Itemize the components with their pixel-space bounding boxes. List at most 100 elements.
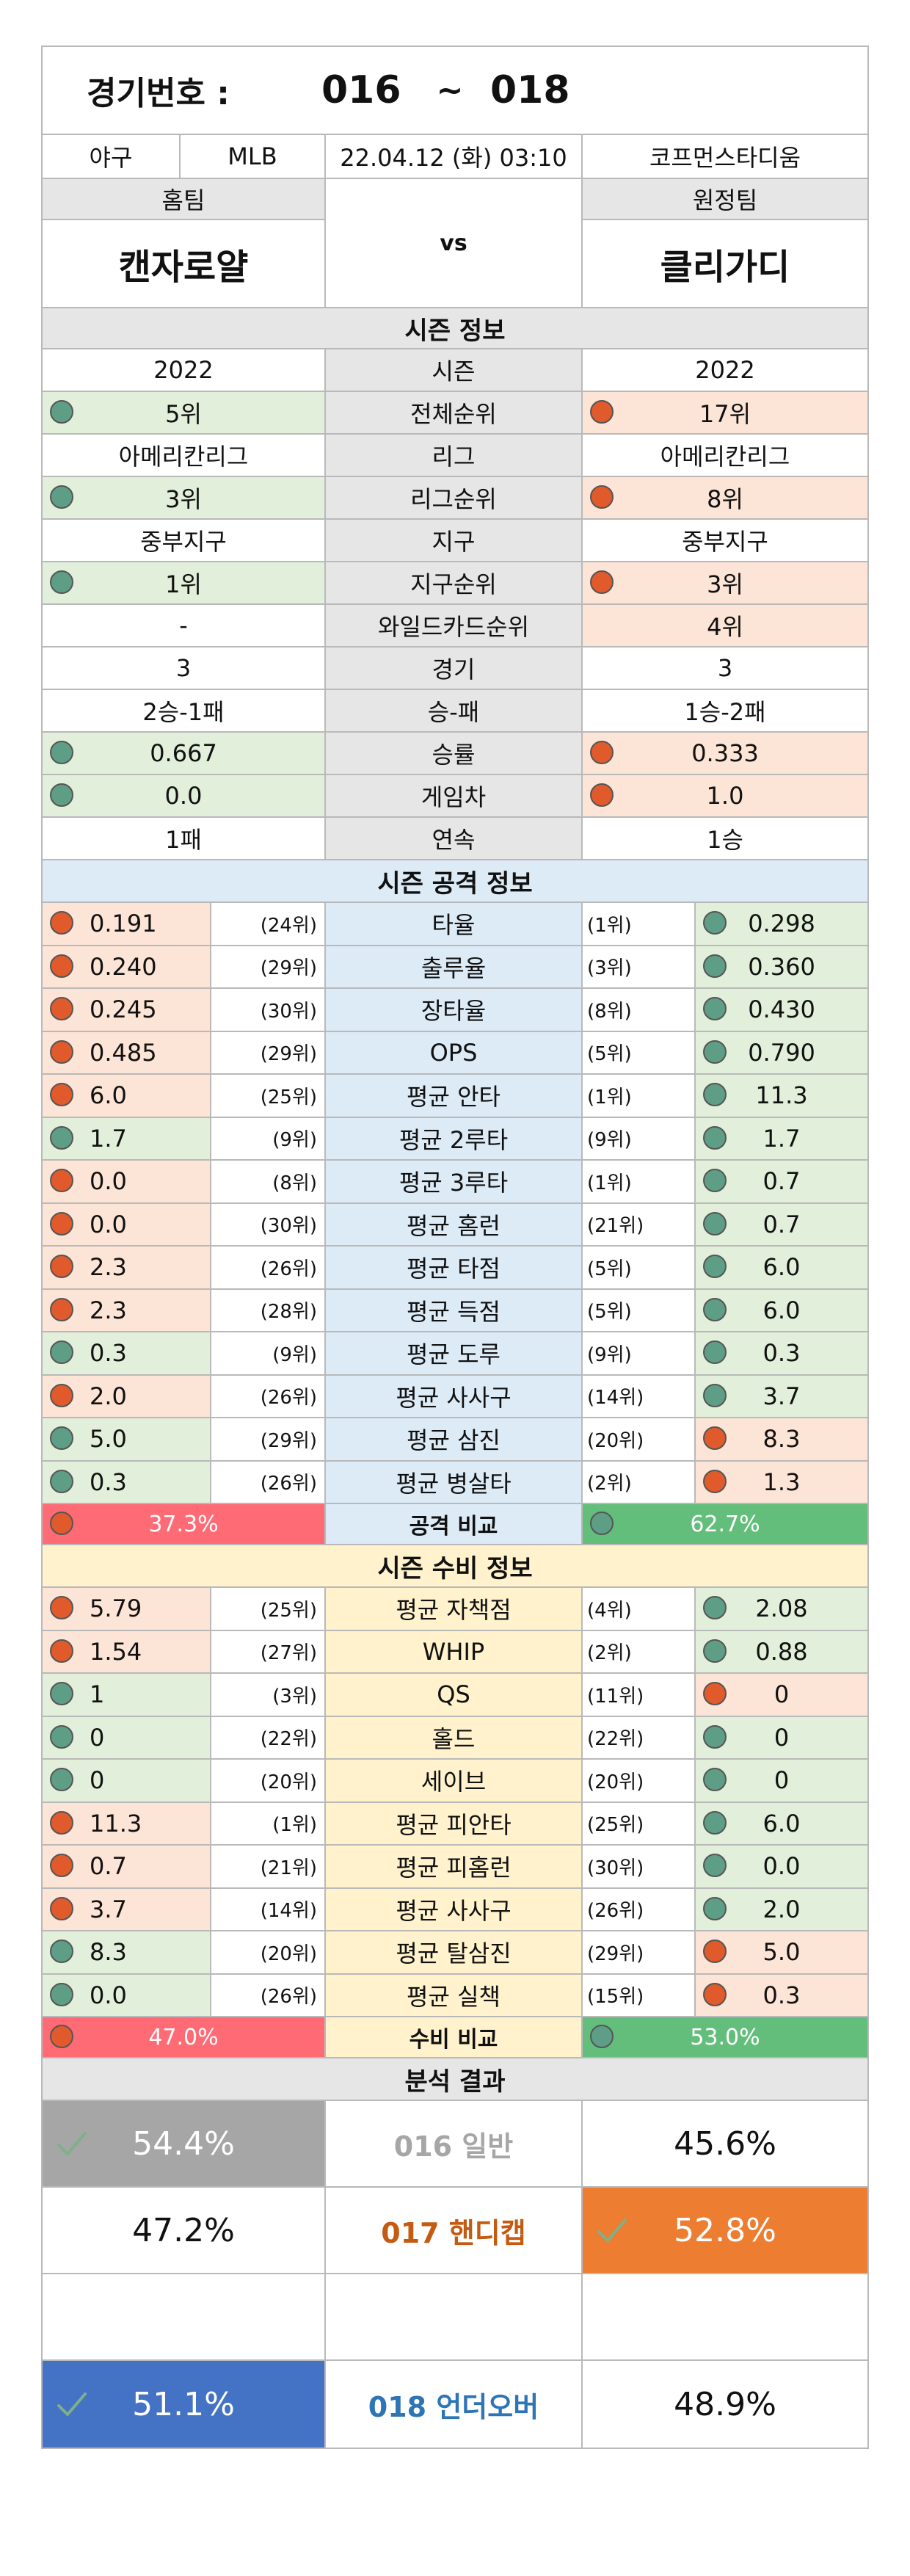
defense-label: 평균 사사구: [326, 1888, 583, 1930]
offense-away-value-cell: 0.360: [696, 946, 867, 987]
season-row: 3 경기 3: [43, 647, 867, 690]
defense-away-value: 0: [774, 1680, 790, 1709]
defense-home-value-cell: 1.54: [43, 1630, 211, 1672]
defense-away-value: 6.0: [762, 1809, 801, 1837]
defense-home-value-cell: 0: [43, 1716, 211, 1758]
season-away-cell: 4위: [583, 605, 867, 646]
defense-away-rank-cell: (15위): [583, 1974, 696, 2016]
offense-away-value: 0.790: [748, 1038, 815, 1067]
offense-away-rank: (1위): [587, 1086, 632, 1109]
defense-row: 0.0 (26위) 평균 실책 (15위) 0.3: [43, 1974, 867, 2017]
analysis-title: 분석 결과: [404, 2067, 506, 2097]
offense-label: 출루율: [326, 946, 583, 987]
defense-away-rank: (15위): [587, 1986, 644, 2009]
offense-away-value: 0.298: [748, 910, 815, 938]
defense-home-rank: (1위): [272, 1814, 317, 1837]
season-label: 경기: [326, 647, 583, 689]
offense-home-value: 0.0: [90, 1167, 127, 1196]
season-away-cell: 8위: [583, 477, 867, 518]
analysis-label-cell: 018 언더오버: [326, 2361, 583, 2448]
rank-indicator-icon: [703, 1040, 727, 1064]
season-row: 아메리칸리그 리그 아메리칸리그: [43, 435, 867, 477]
offense-home-rank-cell: (30위): [211, 1203, 326, 1245]
rank-indicator-icon: [703, 1340, 727, 1365]
offense-home-value-cell: 0.191: [43, 903, 211, 945]
defense-label: WHIP: [326, 1630, 583, 1672]
defense-away-value: 5.0: [762, 1938, 801, 1967]
defense-away-value-cell: 2.08: [696, 1588, 867, 1630]
rank-indicator-icon: [50, 1125, 73, 1150]
analysis-away-cell: 48.9%: [583, 2361, 867, 2448]
defense-home-rank-cell: (1위): [211, 1802, 326, 1844]
rank-indicator-icon: [590, 485, 614, 509]
rank-indicator-icon: [50, 783, 73, 807]
offense-home-value: 0.191: [90, 910, 157, 938]
offense-home-rank-cell: (9위): [211, 1117, 326, 1159]
season-home-cell: 5위: [43, 392, 326, 433]
defense-home-indicator-icon: [50, 2025, 73, 2048]
defense-label: QS: [326, 1674, 583, 1716]
sport: 야구: [43, 135, 181, 178]
offense-home-rank: (24위): [260, 914, 317, 937]
season-home-cell: 0.667: [43, 733, 326, 774]
defense-label: 평균 피홈런: [326, 1846, 583, 1887]
defense-away-rank: (22위): [587, 1728, 644, 1751]
offense-home-rank-cell: (29위): [211, 946, 326, 987]
defense-title-row: 시즌 수비 정보: [43, 1545, 867, 1588]
season-home-value: 0.0: [164, 782, 203, 810]
rank-indicator-icon: [50, 1854, 73, 1878]
offense-label: OPS: [326, 1031, 583, 1073]
defense-home-rank: (20위): [260, 1942, 317, 1965]
rank-indicator-icon: [703, 1169, 727, 1193]
defense-row: 1.54 (27위) WHIP (2위) 0.88: [43, 1630, 867, 1674]
season-label: 게임차: [326, 775, 583, 816]
rank-indicator-icon: [703, 1255, 727, 1279]
away-team-label: 원정팀: [583, 179, 867, 220]
offense-home-rank: (29위): [260, 1043, 317, 1066]
offense-away-value: 0.360: [748, 952, 815, 981]
match-number-tilde: ~: [436, 71, 464, 109]
season-home-value: 5위: [165, 400, 202, 428]
offense-away-rank-cell: (5위): [583, 1031, 696, 1073]
defense-away-rank: (2위): [587, 1642, 632, 1665]
offense-away-value-cell: 0.3: [696, 1332, 867, 1374]
vs-label: vs: [326, 179, 583, 307]
offense-away-value: 8.3: [762, 1425, 801, 1454]
stadium: 코프먼스타디움: [649, 144, 801, 172]
offense-label: 평균 3루타: [326, 1161, 583, 1202]
defense-away-value-cell: 0.3: [696, 1974, 867, 2016]
game-info-row: 야구 MLB 22.04.12 (화) 03:10 코프먼스타디움: [43, 135, 867, 179]
season-label: 전체순위: [326, 392, 583, 433]
offense-label: 평균 타점: [326, 1247, 583, 1288]
defense-away-pct: 53.0%: [690, 2024, 760, 2050]
season-label: 리그순위: [326, 477, 583, 518]
defense-away-rank: (11위): [587, 1685, 644, 1708]
defense-home-value-cell: 11.3: [43, 1802, 211, 1844]
offense-away-value: 0.430: [748, 995, 815, 1024]
defense-away-rank: (25위): [587, 1814, 644, 1837]
rank-indicator-icon: [50, 485, 73, 509]
offense-label: 평균 홈런: [326, 1203, 583, 1245]
analysis-home-cell: 54.4%: [43, 2101, 326, 2186]
defense-away-rank-cell: (4위): [583, 1588, 696, 1630]
defense-away-value-cell: 2.0: [696, 1888, 867, 1930]
offense-row: 0.485 (29위) OPS (5위) 0.790: [43, 1031, 867, 1075]
offense-home-rank-cell: (25위): [211, 1075, 326, 1117]
offense-label: 평균 2루타: [326, 1117, 583, 1159]
defense-home-value: 0.0: [90, 1981, 127, 2009]
offense-home-value: 0.245: [90, 995, 157, 1024]
offense-label: 평균 병살타: [326, 1461, 583, 1503]
season-away-value: 4위: [707, 613, 743, 641]
offense-home-rank-cell: (8위): [211, 1161, 326, 1202]
offense-compare-row: 37.3% 공격 비교 62.7%: [43, 1504, 867, 1545]
season-label: 리그: [326, 435, 583, 476]
season-table: 2022 시즌 2022 5위 전체순위 17위 아메리칸리그 리그 아메리칸리그 3위 리그순위 8…: [43, 349, 867, 860]
rank-indicator-icon: [50, 1211, 73, 1236]
offense-away-rank-cell: (8위): [583, 989, 696, 1031]
season-home-cell: -: [43, 605, 326, 646]
defense-home-rank-cell: (21위): [211, 1846, 326, 1887]
defense-home-value: 0.7: [90, 1852, 127, 1881]
analysis-table: 54.4% 016 일반 45.6% 47.2% 017 핸디캡 52.8% 51.1% 01…: [43, 2101, 867, 2448]
rank-indicator-icon: [703, 1768, 727, 1792]
offense-home-rank: (26위): [260, 1258, 317, 1280]
